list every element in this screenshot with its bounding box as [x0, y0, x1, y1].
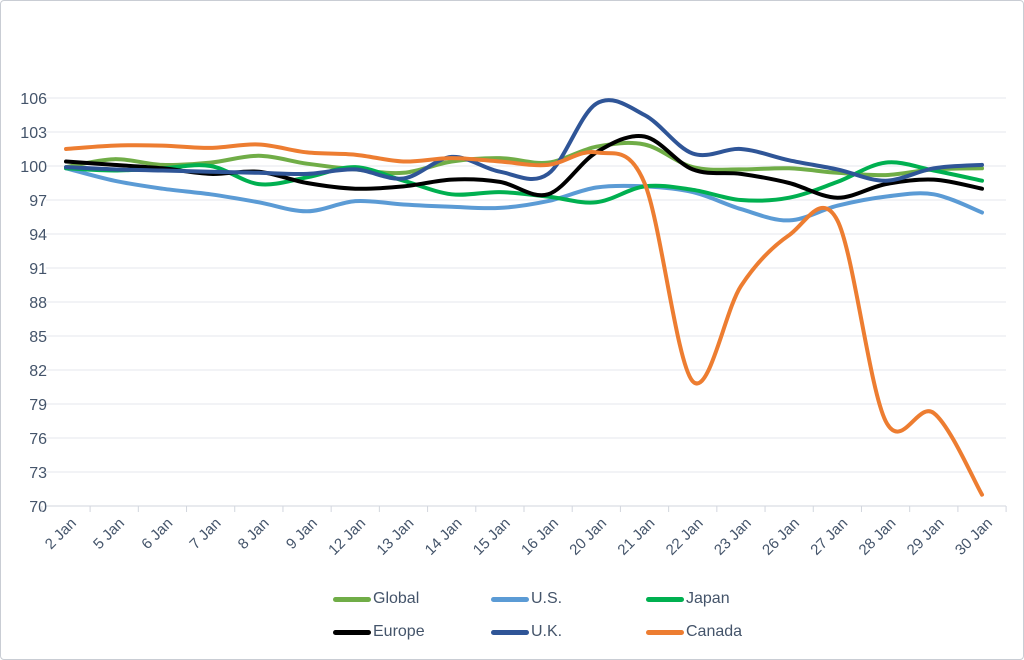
y-tick-label: 103	[20, 125, 47, 142]
x-tick-label: 16 Jan	[518, 515, 562, 559]
y-tick-label: 88	[29, 295, 47, 312]
legend-swatch-us	[491, 596, 529, 602]
legend-item-japan[interactable]: Japan	[646, 589, 730, 609]
y-tick-label: 91	[29, 261, 47, 278]
x-tick-label: 15 Jan	[470, 515, 514, 559]
legend-label-canada: Canada	[686, 623, 743, 640]
legend-item-global[interactable]: Global	[333, 589, 419, 609]
legend-swatch-uk	[491, 629, 529, 635]
x-tick-label: 9 Jan	[283, 515, 321, 553]
x-tick-label: 7 Jan	[186, 515, 224, 553]
y-tick-label: 94	[29, 227, 47, 244]
legend-label-uk: U.K.	[531, 623, 563, 640]
x-tick-label: 30 Jan	[952, 515, 996, 559]
legend-item-uk[interactable]: U.K.	[491, 622, 562, 642]
legend-item-us[interactable]: U.S.	[491, 589, 562, 609]
x-tick-label: 2 Jan	[42, 515, 80, 553]
legend-item-europe[interactable]: Europe	[333, 622, 425, 642]
y-tick-label: 76	[29, 431, 47, 448]
x-tick-label: 14 Jan	[422, 515, 466, 559]
series-line-europe[interactable]	[64, 133, 984, 200]
x-tick-label: 23 Jan	[711, 515, 755, 559]
x-tick-label: 20 Jan	[566, 515, 610, 559]
y-tick-label: 97	[29, 193, 47, 210]
legend-label-global: Global	[373, 590, 420, 607]
series-line-us[interactable]	[64, 166, 984, 223]
y-tick-label: 85	[29, 329, 47, 346]
x-tick-label: 6 Jan	[138, 515, 176, 553]
y-tick-label: 79	[29, 397, 47, 414]
x-tick-label: 13 Jan	[373, 515, 417, 559]
y-tick-label: 73	[29, 465, 47, 482]
legend-swatch-japan	[646, 596, 684, 602]
y-tick-label: 106	[20, 91, 47, 108]
legend-swatch-canada	[646, 629, 684, 635]
series-line-japan[interactable]	[64, 160, 984, 205]
x-tick-label: 5 Jan	[90, 515, 128, 553]
legend-label-us: U.S.	[531, 590, 563, 607]
y-tick-label: 100	[20, 159, 47, 176]
x-tick-label: 21 Jan	[614, 515, 658, 559]
x-tick-label: 26 Jan	[759, 515, 803, 559]
y-tick-label: 70	[29, 499, 47, 516]
legend-label-europe: Europe	[373, 623, 425, 640]
x-tick-label: 27 Jan	[807, 515, 851, 559]
series-line-canada[interactable]	[64, 142, 984, 497]
x-tick-label: 28 Jan	[856, 515, 900, 559]
legend-swatch-global	[333, 596, 371, 602]
x-tick-label: 8 Jan	[235, 515, 273, 553]
legend-label-japan: Japan	[686, 590, 730, 607]
x-tick-label: 29 Jan	[904, 515, 948, 559]
y-tick-label: 82	[29, 363, 47, 380]
x-tick-label: 12 Jan	[325, 515, 369, 559]
series-line-uk[interactable]	[64, 98, 984, 183]
legend-item-canada[interactable]: Canada	[646, 622, 742, 642]
legend-swatch-europe	[333, 629, 371, 635]
series-line-global[interactable]	[64, 140, 984, 178]
x-tick-label: 22 Jan	[663, 515, 707, 559]
